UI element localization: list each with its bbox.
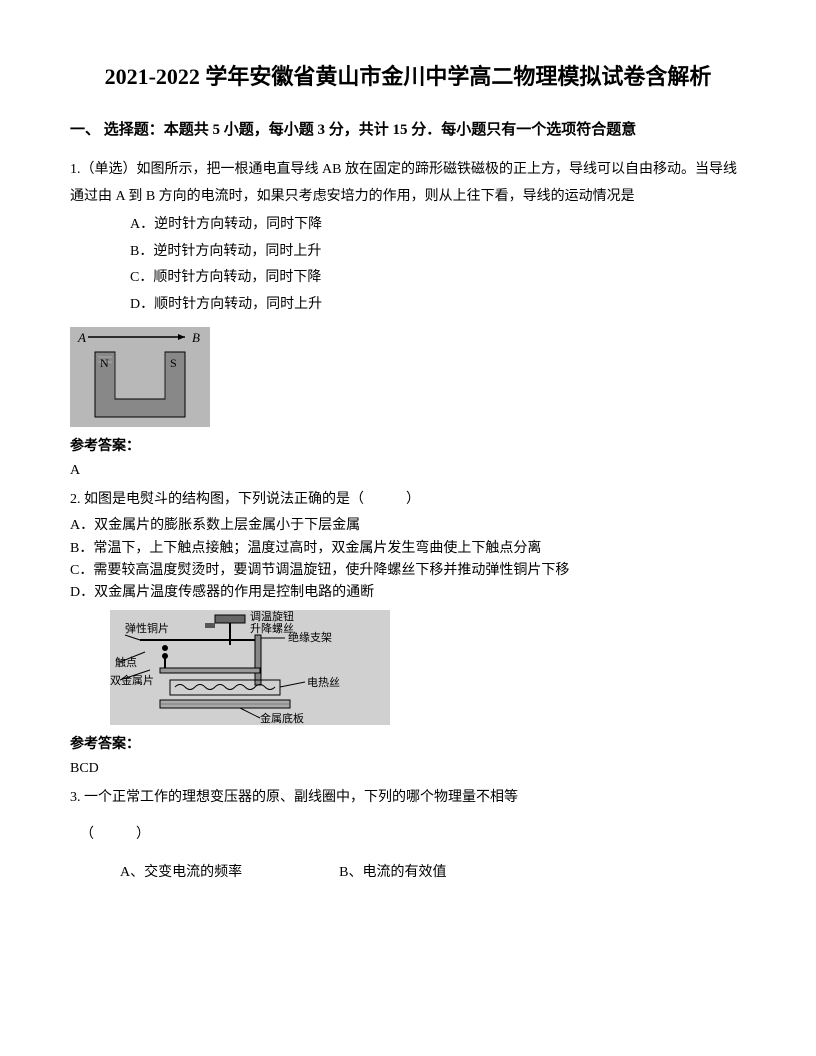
iron-label-knob: 调温旋钮 <box>250 610 294 623</box>
exam-title: 2021-2022 学年安徽省黄山市金川中学高二物理模拟试卷含解析 <box>70 60 746 93</box>
iron-label-copper: 弹性铜片 <box>125 621 169 635</box>
q2-option-c: C．需要较高温度熨烫时，要调节调温旋钮，使升降螺丝下移并推动弹性铜片下移 <box>70 560 746 582</box>
q3-option-a: A、交变电流的频率 <box>120 865 242 880</box>
q2-option-a: A．双金属片的膨胀系数上层金属小于下层金属 <box>70 515 746 537</box>
q1-option-d: D．顺时针方向转动，同时上升 <box>130 292 746 319</box>
q1-option-c: C．顺时针方向转动，同时下降 <box>130 265 746 292</box>
q2-figure: 弹性铜片 调温旋钮 升降螺丝 绝缘支架 触点 双金属片 电热丝 金属底板 <box>110 610 390 725</box>
q1-answer-label: 参考答案： <box>70 435 746 455</box>
q3-text: 3. 一个正常工作的理想变压器的原、副线圈中，下列的哪个物理量不相等 <box>70 785 746 812</box>
q1-option-b: B．逆时针方向转动，同时上升 <box>130 239 746 266</box>
q2-answer-label: 参考答案： <box>70 733 746 753</box>
q2-text: 2. 如图是电熨斗的结构图，下列说法正确的是（ ） <box>70 487 746 514</box>
iron-label-bracket: 绝缘支架 <box>288 630 332 644</box>
iron-label-base: 金属底板 <box>260 711 304 725</box>
q1-text: 1.（单选）如图所示，把一根通电直导线 AB 放在固定的蹄形磁铁磁极的正上方，导… <box>70 157 746 210</box>
figure-label-s: S <box>170 356 177 370</box>
q2-option-d: D．双金属片温度传感器的作用是控制电路的通断 <box>70 582 746 604</box>
q3-option-b: B、电流的有效值 <box>339 865 446 880</box>
q1-option-a: A．逆时针方向转动，同时下降 <box>130 212 746 239</box>
iron-label-heatwire: 电热丝 <box>307 676 340 689</box>
figure-label-b: B <box>192 330 200 345</box>
iron-label-contact: 触点 <box>115 655 137 669</box>
q1-answer: A <box>70 463 746 479</box>
figure-label-n: N <box>100 356 109 370</box>
iron-label-bimetal: 双金属片 <box>110 673 154 687</box>
q3-paren: （ ） <box>70 823 746 843</box>
q2-option-b: B．常温下，上下触点接触；温度过高时，双金属片发生弯曲使上下触点分离 <box>70 538 746 560</box>
q1-figure: A B N S <box>70 327 210 427</box>
q2-answer: BCD <box>70 761 746 777</box>
figure-label-a: A <box>77 330 86 345</box>
section-header: 一、 选择题：本题共 5 小题，每小题 3 分，共计 15 分．每小题只有一个选… <box>70 118 746 142</box>
